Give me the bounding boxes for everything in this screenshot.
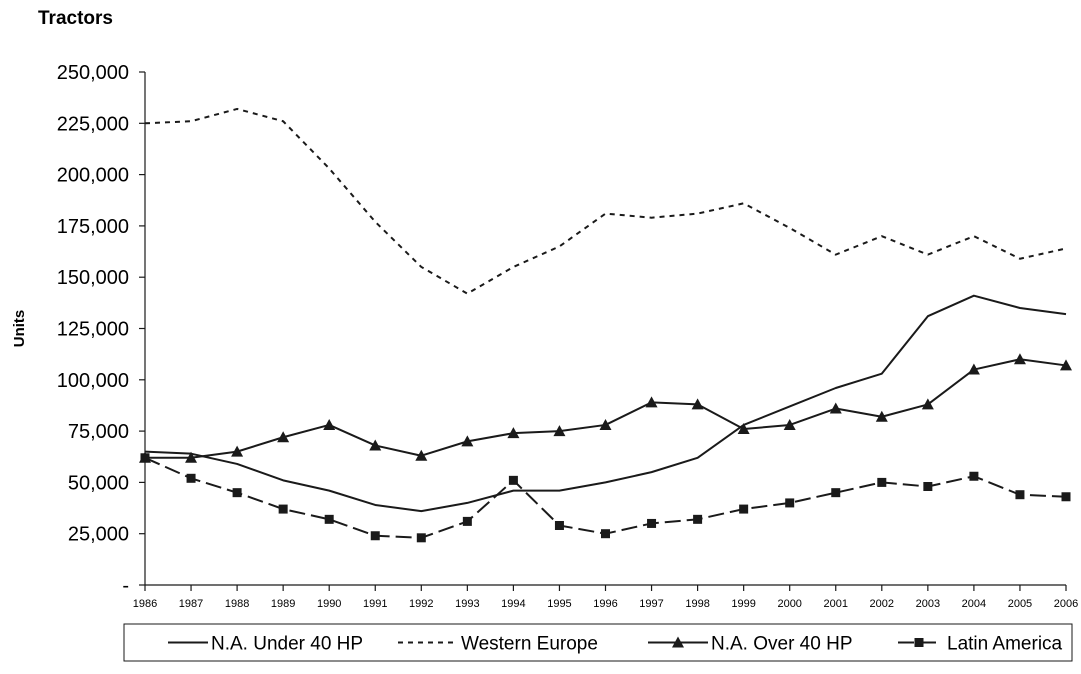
y-tick-label: 75,000 [68,421,129,443]
data-point-3 [1061,492,1071,502]
data-point-2 [1013,353,1026,365]
data-point-3 [739,504,749,514]
data-point-2 [185,451,198,463]
x-tick-label: 1987 [179,598,203,610]
data-point-3 [831,488,841,498]
data-point-2 [553,425,566,437]
x-tick-label: 2005 [1008,598,1032,610]
y-tick-label: 125,000 [57,319,129,341]
y-tick-label: 150,000 [57,267,129,289]
series-line-3 [144,456,1067,539]
x-tick-label: 1996 [593,598,617,610]
data-point-3 [416,533,426,543]
legend-label-0: N.A. Under 40 HP [211,634,363,655]
y-tick-label: 225,000 [57,113,129,135]
data-point-3 [693,514,703,524]
x-tick-label: 1999 [731,598,755,610]
y-tick-label: 100,000 [57,370,129,392]
series-line-1 [144,107,1067,295]
y-axis-label: Units [11,310,28,348]
data-point-3 [508,475,518,485]
y-tick-label: 25,000 [68,524,129,546]
data-point-3 [186,473,196,483]
x-tick-label: 1995 [547,598,571,610]
data-point-2 [599,418,612,430]
data-point-3 [462,516,472,526]
x-tick-label: 1998 [685,598,709,610]
x-tick-label: 1993 [455,598,479,610]
data-point-3 [278,504,288,514]
legend-label-2: N.A. Over 40 HP [711,634,853,655]
x-tick-label: 1992 [409,598,433,610]
legend-marker-2 [672,636,684,648]
data-point-2 [967,363,980,375]
data-point-3 [232,488,242,498]
data-point-3 [554,520,564,530]
x-tick-label: 2006 [1054,598,1078,610]
legend-label-3: Latin America [947,634,1063,655]
x-tick-label: 2000 [777,598,801,610]
legend-label-1: Western Europe [461,634,598,655]
data-point-3 [601,529,610,539]
x-tick-label: 1997 [639,598,663,610]
data-point-2 [415,449,428,461]
data-point-3 [1015,490,1025,500]
y-tick-label: 50,000 [68,472,129,494]
x-tick-label: 1991 [363,598,387,610]
data-point-2 [829,402,842,414]
x-tick-label: 2003 [916,598,940,610]
data-point-2 [277,431,290,443]
series-line-0 [144,294,1067,513]
y-tick-label: 200,000 [57,165,129,187]
data-point-2 [875,410,888,422]
y-tick-label: 250,000 [57,62,129,84]
data-point-3 [370,531,380,541]
x-tick-label: 1994 [501,598,525,610]
x-tick-label: 1989 [271,598,295,610]
data-point-2 [461,435,474,447]
x-tick-label: 1990 [317,598,341,610]
data-point-2 [231,445,244,457]
data-point-2 [507,427,520,439]
x-tick-label: 2002 [870,598,894,610]
data-point-3 [785,498,795,508]
x-tick-label: 2004 [962,598,986,610]
x-tick-label: 1986 [133,598,157,610]
y-tick-label: - [122,575,129,597]
data-point-2 [369,439,382,451]
data-point-2 [691,398,704,410]
chart-title: Tractors [38,8,113,29]
data-point-2 [783,418,796,430]
data-point-2 [645,396,658,408]
legend-marker-3 [914,638,924,647]
data-point-3 [923,482,933,492]
data-point-3 [324,514,334,524]
data-point-3 [647,518,657,528]
x-tick-label: 2001 [824,598,848,610]
data-point-2 [921,398,934,410]
y-tick-label: 175,000 [57,216,129,238]
data-point-3 [140,453,150,463]
data-point-3 [969,471,979,481]
data-point-2 [737,423,750,435]
data-point-3 [877,477,887,487]
data-point-2 [323,418,336,430]
x-tick-label: 1988 [225,598,249,610]
data-point-2 [1060,359,1072,371]
